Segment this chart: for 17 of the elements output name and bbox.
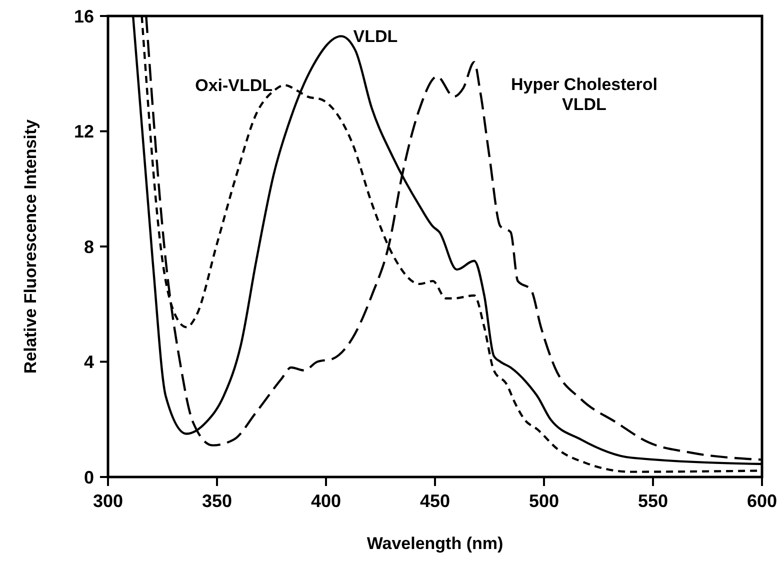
y-tick-label: 0 <box>84 467 94 488</box>
x-tick-label: 600 <box>746 491 778 511</box>
y-tick-label: 8 <box>84 236 94 257</box>
y-axis-title: Relative Fluorescence Intensity <box>21 118 40 374</box>
x-tick-label: 400 <box>310 491 342 511</box>
series-label: Oxi-VLDL <box>195 76 273 96</box>
x-tick-label: 300 <box>92 491 124 511</box>
x-tick-label: 350 <box>202 491 232 511</box>
x-tick-label: 450 <box>420 491 450 511</box>
y-tick-label: 12 <box>74 122 94 142</box>
x-tick-label: 500 <box>528 491 560 511</box>
y-tick-label: 4 <box>84 352 94 372</box>
y-tick-label: 16 <box>74 6 94 26</box>
series-label: Hyper Cholesterol VLDL <box>511 75 658 114</box>
x-axis-title: Wavelength (nm) <box>366 534 504 553</box>
x-tick-label: 550 <box>638 491 668 511</box>
series-label: VLDL <box>353 27 398 46</box>
